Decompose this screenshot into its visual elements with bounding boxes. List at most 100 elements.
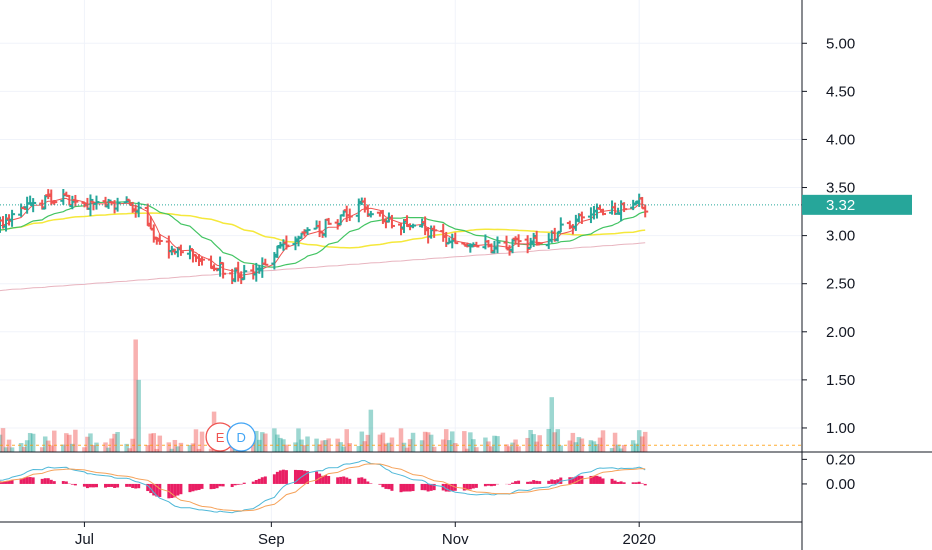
grid-lines bbox=[0, 0, 802, 522]
volume-bar bbox=[52, 430, 57, 452]
histogram-bar bbox=[447, 483, 451, 492]
volume-bar bbox=[356, 446, 362, 452]
histogram-bar bbox=[116, 483, 120, 488]
ohlc-bar bbox=[9, 209, 16, 227]
ohlc-bar bbox=[325, 217, 332, 225]
volume-bar bbox=[115, 432, 120, 452]
volume-bar bbox=[208, 448, 214, 452]
volume-bar bbox=[507, 446, 512, 452]
histogram-bar bbox=[43, 478, 47, 484]
volume-bar bbox=[260, 432, 265, 452]
volume-bar bbox=[615, 444, 621, 452]
volume-bar bbox=[443, 429, 449, 452]
volume-bar bbox=[64, 433, 69, 452]
volume-bar bbox=[531, 434, 536, 452]
time-axis[interactable]: Jul Sep Nov 2020 bbox=[0, 521, 802, 548]
histogram-bar bbox=[4, 481, 8, 484]
price-tick-label: 5.00 bbox=[826, 35, 855, 52]
histogram-bar bbox=[70, 483, 74, 485]
histogram-bar bbox=[577, 475, 581, 484]
event-marker-label: D bbox=[237, 430, 246, 445]
histogram-bar bbox=[450, 483, 454, 492]
volume-bar bbox=[558, 445, 564, 452]
histogram-bar bbox=[0, 481, 2, 484]
histogram-bar bbox=[306, 471, 310, 484]
histogram-bar bbox=[384, 483, 388, 489]
histogram-bar bbox=[254, 480, 258, 484]
histogram-bar bbox=[357, 477, 361, 484]
volume-bar bbox=[320, 440, 325, 452]
price-tick-label: 4.50 bbox=[826, 83, 855, 100]
histogram-bar bbox=[209, 483, 213, 490]
histogram-bar bbox=[511, 482, 515, 484]
histogram-bar bbox=[426, 483, 430, 492]
time-tick-label: Nov bbox=[442, 531, 469, 548]
last-price-tag-label: 3.32 bbox=[826, 197, 855, 214]
price-tick-label: 2.50 bbox=[826, 276, 855, 293]
histogram-bar bbox=[303, 470, 307, 484]
ohlc-bar bbox=[621, 202, 628, 213]
volume-bar bbox=[642, 431, 648, 452]
histogram-bar bbox=[616, 481, 620, 484]
volume-bar bbox=[609, 448, 615, 452]
histogram-bar bbox=[411, 483, 415, 492]
volume-bar bbox=[24, 440, 30, 452]
histogram-bar bbox=[239, 483, 243, 485]
volume-bar bbox=[172, 439, 178, 452]
volume-bar bbox=[175, 446, 181, 452]
histogram-bar bbox=[215, 483, 219, 489]
volume-bar bbox=[323, 440, 328, 452]
histogram-bar bbox=[387, 483, 391, 490]
oscillator-signal-line bbox=[0, 463, 646, 512]
histogram-bar bbox=[580, 475, 584, 484]
histogram-bar bbox=[529, 481, 533, 484]
volume-bar bbox=[594, 444, 600, 452]
volume-bar bbox=[465, 448, 470, 452]
histogram-bar bbox=[152, 483, 156, 496]
histogram-bar bbox=[173, 483, 177, 498]
volume-bar bbox=[103, 442, 108, 452]
volume-bar bbox=[257, 439, 262, 452]
histogram-bar bbox=[360, 477, 364, 484]
histogram-bar bbox=[601, 478, 605, 484]
volume-bar bbox=[474, 447, 479, 452]
ohlc-bar bbox=[494, 236, 501, 254]
event-marker-d[interactable]: D bbox=[226, 422, 256, 452]
histogram-bar bbox=[535, 480, 539, 484]
volume-bar bbox=[42, 436, 48, 452]
volume-bar bbox=[73, 429, 78, 452]
volume-bar bbox=[546, 428, 551, 452]
ohlc-bar bbox=[452, 232, 459, 245]
volume-bar bbox=[365, 434, 371, 452]
price-tick-label: 3.50 bbox=[826, 180, 855, 197]
volume-bar bbox=[45, 440, 51, 452]
volume-bar bbox=[344, 429, 349, 452]
volume-bar bbox=[154, 448, 160, 452]
histogram-bar bbox=[218, 483, 222, 487]
volume-bar bbox=[486, 441, 491, 452]
volume-bar bbox=[591, 441, 597, 452]
histogram-bar bbox=[131, 483, 135, 488]
histogram-bar bbox=[643, 483, 647, 486]
volume-bar bbox=[21, 446, 27, 452]
volume-bar bbox=[549, 397, 555, 452]
volume-bar bbox=[133, 339, 138, 452]
histogram-bar bbox=[408, 483, 412, 492]
histogram-bar bbox=[107, 483, 111, 488]
oscillator-tick-label: 0.00 bbox=[826, 476, 855, 493]
last-price-tag: 3.32 bbox=[802, 194, 912, 215]
price-axis[interactable]: 5.00 4.50 4.00 3.50 3.00 2.50 2.00 1.50 1.00 0.20… bbox=[801, 0, 912, 550]
histogram-bar bbox=[170, 483, 174, 499]
volume-bar bbox=[94, 442, 99, 452]
ohlc-bar bbox=[334, 219, 341, 230]
oscillator-tick-label: 0.20 bbox=[826, 451, 855, 468]
histogram-bar bbox=[91, 483, 95, 488]
price-tick-label: 1.50 bbox=[826, 372, 855, 389]
volume-bar bbox=[49, 445, 54, 452]
volume-bar bbox=[3, 447, 9, 452]
histogram-bar bbox=[571, 477, 575, 484]
histogram-bar bbox=[257, 478, 261, 484]
volume-bar bbox=[621, 444, 627, 452]
